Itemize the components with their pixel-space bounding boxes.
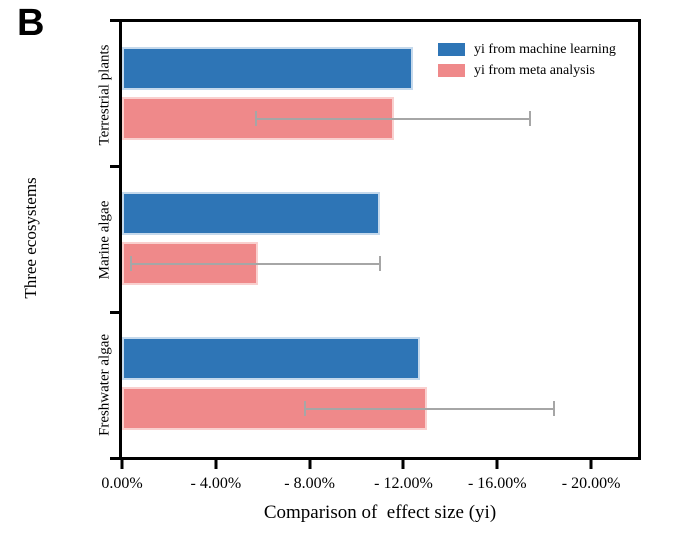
plot-area: yi from machine learning yi from meta an…	[122, 22, 638, 457]
error-cap-low-marine-algae	[130, 256, 133, 271]
error-bar-marine-algae	[131, 262, 380, 265]
x-tick-label-0: 0.00%	[101, 475, 143, 492]
panel-label: B	[17, 2, 45, 44]
x-tick-0	[120, 460, 124, 469]
legend-swatch-machine-learning-icon	[438, 43, 465, 56]
bar-yi-from-machine-learning-terrestrial-plants	[122, 47, 413, 90]
y-axis-title: Three ecosystems	[21, 177, 40, 299]
legend: yi from machine learning yi from meta an…	[438, 41, 616, 79]
y-category-label-freshwater-algae: Freshwater algae	[96, 333, 113, 436]
x-tick-label-1: - 4.00%	[190, 475, 242, 492]
x-tick-label-5: - 20.00%	[561, 475, 621, 492]
plot-border	[119, 19, 641, 460]
legend-item-meta-analysis: yi from meta analysis	[438, 62, 616, 79]
y-tick-3	[110, 457, 119, 460]
x-axis-title: Comparison of effect size (yi)	[263, 502, 497, 523]
x-tick-2	[308, 460, 312, 469]
bar-yi-from-machine-learning-marine-algae	[122, 192, 380, 235]
error-cap-high-freshwater-algae	[552, 401, 555, 416]
x-tick-4	[495, 460, 499, 469]
error-bar-freshwater-algae	[304, 407, 554, 410]
legend-label-meta-analysis: yi from meta analysis	[474, 62, 595, 78]
bar-yi-from-machine-learning-freshwater-algae	[122, 337, 420, 380]
y-category-label-terrestrial-plants: Terrestrial plants	[96, 44, 113, 145]
error-cap-high-marine-algae	[379, 256, 381, 271]
x-axis: 0.00% - 4.00% - 8.00% - 12.00% - 16.00% - 20.…	[101, 460, 638, 520]
y-tick-2	[110, 311, 119, 314]
legend-label-machine-learning: yi from machine learning	[474, 41, 616, 57]
x-tick-label-3: - 12.00%	[374, 475, 433, 492]
error-cap-low-terrestrial-plants	[254, 111, 257, 126]
error-cap-high-terrestrial-plants	[529, 111, 532, 126]
legend-swatch-meta-analysis-icon	[438, 64, 465, 77]
x-tick-label-4: - 16.00%	[467, 475, 527, 492]
x-tick-5	[589, 460, 593, 469]
error-cap-low-freshwater-algae	[303, 401, 306, 416]
error-bar-terrestrial-plants	[255, 117, 531, 120]
x-tick-1	[214, 460, 218, 469]
legend-item-machine-learning: yi from machine learning	[438, 41, 616, 58]
y-category-label-marine-algae: Marine algae	[96, 200, 113, 279]
x-tick-3	[401, 460, 405, 469]
y-tick-1	[110, 165, 119, 168]
y-tick-0	[110, 19, 119, 22]
x-tick-label-2: - 8.00%	[284, 475, 335, 492]
